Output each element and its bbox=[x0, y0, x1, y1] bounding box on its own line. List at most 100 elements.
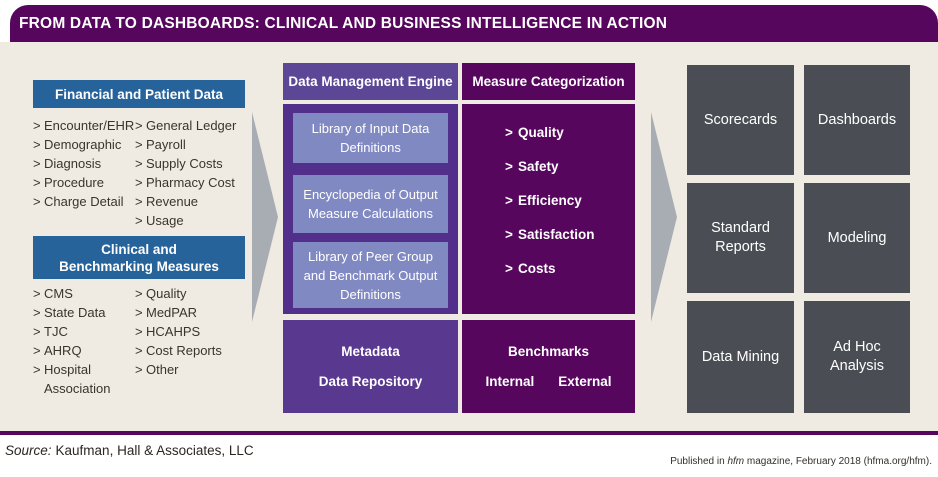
output-cell-data-mining: Data Mining bbox=[687, 301, 794, 413]
list-item-label: Procedure bbox=[44, 175, 104, 190]
list-item: > MedPAR bbox=[135, 303, 248, 322]
chevron-bullet-icon: > bbox=[135, 343, 143, 358]
list-item-label: Cost Reports bbox=[146, 343, 222, 358]
list-item: > Encounter/EHR bbox=[33, 116, 134, 135]
engine-body: Library of Input Data Definitions Encycl… bbox=[283, 104, 458, 314]
categorization-title: Measure Categorization bbox=[472, 74, 625, 89]
metadata-label: Metadata bbox=[341, 344, 400, 359]
list-item: > Demographic bbox=[33, 135, 133, 154]
list-item: > TJC bbox=[33, 322, 138, 341]
category-item: > Satisfaction bbox=[505, 225, 635, 245]
output-cell-scorecards: Scorecards bbox=[687, 65, 794, 175]
list-item: > General Ledger bbox=[135, 116, 248, 135]
chevron-bullet-icon: > bbox=[135, 156, 143, 171]
list-item: > Payroll bbox=[135, 135, 248, 154]
engine-header: Data Management Engine bbox=[283, 63, 458, 100]
list-item-label: Diagnosis bbox=[44, 156, 102, 171]
list-item-label: HCAHPS bbox=[146, 324, 201, 339]
list-item: > Quality bbox=[135, 284, 248, 303]
chevron-bullet-icon: > bbox=[135, 305, 143, 320]
financial-data-header: Financial and Patient Data bbox=[33, 80, 245, 108]
financial-list-col2: > General Ledger > Payroll > Supply Costs >… bbox=[135, 116, 248, 230]
list-item-label: MedPAR bbox=[146, 305, 198, 320]
output-cell-standard-reports: Standard Reports bbox=[687, 183, 794, 293]
category-item: > Quality bbox=[505, 123, 635, 143]
output-cell-modeling: Modeling bbox=[804, 183, 910, 293]
category-label: Quality bbox=[518, 125, 564, 140]
chevron-bullet-icon: > bbox=[135, 194, 143, 209]
chevron-bullet-icon: > bbox=[505, 193, 513, 208]
list-item-label: Other bbox=[146, 362, 179, 377]
categorization-body: > Quality > Safety > Efficiency > Satisfacti… bbox=[462, 104, 635, 314]
source-text: Kaufman, Hall & Associates, LLC bbox=[55, 443, 254, 458]
benchmarks-box: Benchmarks Internal External bbox=[462, 320, 635, 413]
chevron-bullet-icon: > bbox=[135, 286, 143, 301]
engine-box-peer-group: Library of Peer Group and Benchmark Outp… bbox=[293, 242, 448, 308]
list-item: > Hospital Association bbox=[33, 360, 138, 398]
chevron-bullet-icon: > bbox=[135, 118, 143, 133]
list-item: > AHRQ bbox=[33, 341, 138, 360]
chevron-bullet-icon: > bbox=[505, 159, 513, 174]
clinical-list-col2: > Quality > MedPAR > HCAHPS > Cost Reports >… bbox=[135, 284, 248, 379]
list-item-label: Pharmacy Cost bbox=[146, 175, 235, 190]
clinical-title-line1: Clinical and bbox=[101, 241, 177, 257]
list-item: > Pharmacy Cost bbox=[135, 173, 248, 192]
chevron-bullet-icon: > bbox=[33, 194, 41, 209]
category-item: > Safety bbox=[505, 157, 635, 177]
benchmarks-row: Internal External bbox=[485, 374, 611, 389]
chevron-bullet-icon: > bbox=[135, 362, 143, 377]
list-item-label: AHRQ bbox=[44, 343, 82, 358]
category-label: Safety bbox=[518, 159, 559, 174]
list-item: > Revenue bbox=[135, 192, 248, 211]
data-repository-label: Data Repository bbox=[318, 374, 423, 389]
magazine-name: hfm bbox=[727, 456, 745, 467]
footer-divider bbox=[0, 431, 938, 435]
list-item: > HCAHPS bbox=[135, 322, 248, 341]
chevron-bullet-icon: > bbox=[33, 362, 41, 377]
category-item: > Costs bbox=[505, 259, 635, 279]
chevron-bullet-icon: > bbox=[505, 261, 513, 276]
publication-note: Published in hfm magazine, February 2018… bbox=[670, 456, 932, 467]
list-item: > Procedure bbox=[33, 173, 133, 192]
published-suffix: magazine, February 2018 (hfma.org/hfm). bbox=[744, 456, 932, 467]
chevron-bullet-icon: > bbox=[505, 125, 513, 140]
list-item: > Cost Reports bbox=[135, 341, 248, 360]
chevron-bullet-icon: > bbox=[33, 175, 41, 190]
page-title: FROM DATA TO DASHBOARDS: CLINICAL AND BU… bbox=[19, 14, 668, 32]
chevron-bullet-icon: > bbox=[135, 137, 143, 152]
list-item-label: General Ledger bbox=[146, 118, 237, 133]
list-item-label: TJC bbox=[44, 324, 68, 339]
list-item-label: Hospital Association bbox=[44, 362, 111, 396]
list-item-label: Charge Detail bbox=[44, 194, 124, 209]
clinical-measures-header: Clinical and Benchmarking Measures bbox=[33, 236, 245, 279]
benchmarks-internal-label: Internal bbox=[485, 374, 535, 389]
source-attribution: Source: Kaufman, Hall & Associates, LLC bbox=[5, 443, 254, 458]
chevron-bullet-icon: > bbox=[135, 324, 143, 339]
chevron-bullet-icon: > bbox=[135, 175, 143, 190]
list-item: > Usage bbox=[135, 211, 248, 230]
list-item-label: Demographic bbox=[44, 137, 122, 152]
benchmarks-external-label: External bbox=[558, 374, 612, 389]
chevron-bullet-icon: > bbox=[135, 213, 143, 228]
engine-box-output-calculations: Encyclopedia of Output Measure Calculati… bbox=[293, 175, 448, 233]
list-item-label: Quality bbox=[146, 286, 187, 301]
category-label: Efficiency bbox=[518, 193, 582, 208]
metadata-repository-box: Metadata Data Repository bbox=[283, 320, 458, 413]
list-item-label: Payroll bbox=[146, 137, 186, 152]
category-label: Satisfaction bbox=[518, 227, 595, 242]
list-item-label: Supply Costs bbox=[146, 156, 223, 171]
list-item: > Supply Costs bbox=[135, 154, 248, 173]
clinical-title-line2: Benchmarking Measures bbox=[59, 258, 219, 274]
financial-list-col1: > Encounter/EHR > Demographic > Diagnosis >… bbox=[33, 116, 134, 211]
output-cell-dashboards: Dashboards bbox=[804, 65, 910, 175]
list-item-label: Usage bbox=[146, 213, 184, 228]
list-item-label: State Data bbox=[44, 305, 106, 320]
category-item: > Efficiency bbox=[505, 191, 635, 211]
categorization-header: Measure Categorization bbox=[462, 63, 635, 100]
chevron-bullet-icon: > bbox=[505, 227, 513, 242]
list-item: > State Data bbox=[33, 303, 138, 322]
chevron-bullet-icon: > bbox=[33, 137, 41, 152]
benchmarks-title: Benchmarks bbox=[507, 344, 590, 359]
list-item: > CMS bbox=[33, 284, 138, 303]
